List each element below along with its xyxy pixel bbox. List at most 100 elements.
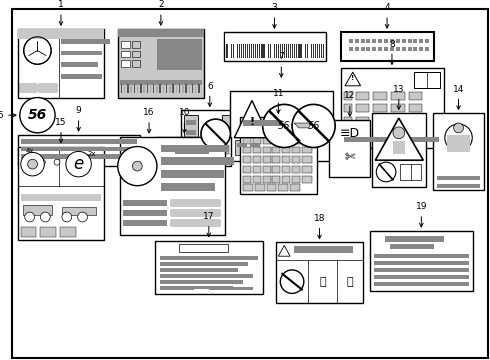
Bar (344, 104, 352, 112)
Polygon shape (294, 123, 312, 128)
Bar (230, 91, 333, 161)
Bar (302, 137, 312, 144)
Bar (294, 44, 295, 58)
Bar (161, 170, 224, 178)
Bar (243, 176, 251, 183)
Bar (372, 47, 376, 50)
Bar (294, 246, 353, 253)
Bar (223, 32, 326, 61)
Bar (372, 39, 376, 43)
Bar (161, 157, 234, 165)
Bar (21, 227, 36, 237)
Bar (355, 47, 359, 50)
Text: 17: 17 (203, 212, 215, 237)
Bar (263, 156, 270, 163)
Text: ≡D: ≡D (340, 127, 360, 140)
Text: e: e (74, 155, 84, 173)
Bar (349, 39, 353, 43)
Text: 1: 1 (58, 0, 64, 25)
Bar (61, 50, 102, 55)
Bar (140, 84, 142, 93)
Bar (409, 92, 422, 99)
Bar (415, 72, 440, 88)
Bar (282, 176, 290, 183)
Bar (286, 44, 287, 58)
Circle shape (376, 162, 396, 182)
Bar (289, 120, 314, 134)
Bar (280, 44, 281, 58)
Bar (163, 84, 164, 93)
Bar (329, 120, 370, 177)
Bar (274, 44, 275, 58)
Polygon shape (23, 205, 52, 215)
Bar (132, 60, 140, 67)
Bar (385, 236, 444, 242)
Bar (390, 47, 394, 50)
Bar (143, 84, 145, 93)
Bar (134, 84, 135, 93)
Bar (121, 50, 130, 57)
Text: 2x: 2x (87, 151, 96, 157)
Bar (160, 285, 233, 289)
Bar (240, 117, 317, 194)
Bar (241, 44, 242, 58)
Bar (355, 39, 359, 43)
Bar (276, 44, 277, 58)
Bar (171, 220, 220, 226)
Bar (272, 137, 280, 144)
Bar (155, 137, 231, 166)
Bar (121, 41, 130, 48)
Bar (263, 147, 270, 153)
Bar (124, 84, 125, 93)
Circle shape (66, 152, 91, 177)
Bar (384, 47, 388, 50)
Bar (393, 141, 405, 154)
Polygon shape (234, 100, 270, 138)
Bar (384, 39, 388, 43)
Bar (237, 44, 238, 58)
Bar (321, 44, 322, 58)
Text: 7: 7 (278, 52, 284, 77)
Circle shape (83, 159, 89, 165)
Bar (184, 115, 198, 150)
Bar (302, 166, 312, 173)
Bar (373, 130, 387, 138)
Circle shape (263, 104, 306, 148)
Bar (373, 92, 387, 99)
Text: 14: 14 (453, 85, 464, 109)
Text: 8: 8 (389, 40, 395, 64)
Bar (437, 184, 480, 188)
Bar (414, 39, 417, 43)
Bar (408, 39, 412, 43)
Bar (409, 104, 422, 112)
Text: 🔧: 🔧 (346, 276, 353, 287)
Bar (374, 254, 469, 258)
Bar (166, 84, 168, 93)
Text: 11: 11 (272, 89, 284, 113)
Bar (263, 137, 270, 144)
Bar (356, 117, 369, 125)
Circle shape (24, 159, 30, 165)
Bar (349, 47, 353, 50)
Bar (323, 44, 324, 58)
Text: 19: 19 (416, 202, 427, 227)
Circle shape (40, 212, 50, 222)
Bar (159, 84, 161, 93)
Bar (192, 84, 193, 93)
Bar (259, 44, 260, 58)
Bar (390, 39, 394, 43)
Bar (292, 176, 300, 183)
Polygon shape (375, 118, 423, 160)
Bar (158, 154, 163, 159)
Bar (344, 130, 352, 138)
Bar (311, 44, 312, 58)
Polygon shape (345, 72, 361, 86)
Circle shape (292, 104, 335, 148)
Bar (20, 84, 37, 92)
Bar (262, 44, 263, 58)
Bar (356, 130, 369, 138)
Bar (122, 201, 167, 206)
Text: 9: 9 (76, 106, 81, 131)
Bar (317, 44, 318, 58)
Bar (344, 92, 352, 99)
